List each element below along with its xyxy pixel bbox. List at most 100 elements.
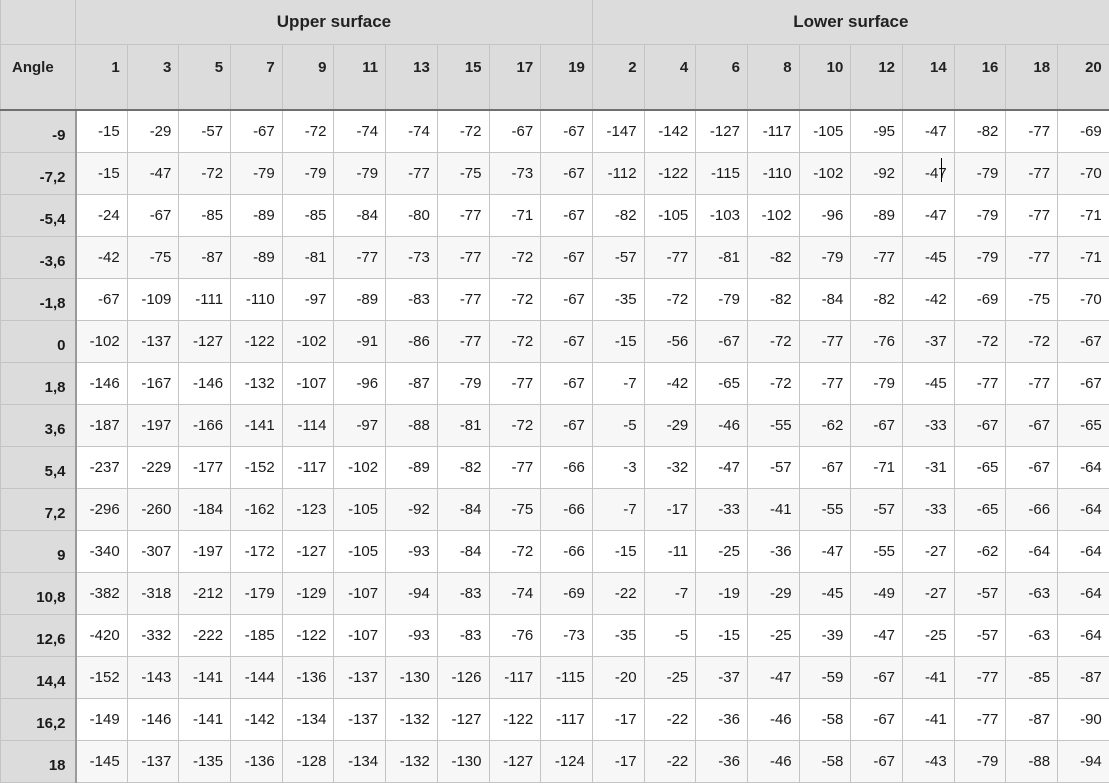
cell-upper[interactable]: -72 (281, 109, 335, 153)
row-header-angle[interactable]: 18 (0, 739, 77, 783)
cell-lower[interactable]: -7 (591, 487, 645, 531)
cell-lower[interactable]: -65 (953, 445, 1007, 489)
cell-upper[interactable]: -67 (540, 193, 593, 237)
lower-surface-header[interactable]: Lower surface (591, 0, 1109, 45)
cell-upper[interactable]: -71 (488, 193, 542, 237)
cell-lower[interactable]: -19 (695, 571, 748, 615)
cell-upper[interactable]: -382 (75, 571, 128, 615)
cell-lower[interactable]: -79 (953, 739, 1007, 783)
cell-upper[interactable]: -109 (126, 277, 180, 321)
cell-upper[interactable]: -57 (178, 109, 232, 153)
cell-lower[interactable]: -81 (695, 235, 748, 279)
cell-lower[interactable]: -79 (798, 235, 852, 279)
cell-upper[interactable]: -92 (385, 487, 438, 531)
cell-upper[interactable]: -117 (281, 445, 335, 489)
cell-upper[interactable]: -77 (436, 193, 490, 237)
cell-lower[interactable]: -22 (591, 571, 645, 615)
cell-lower[interactable]: -57 (953, 613, 1007, 657)
cell-upper[interactable]: -260 (126, 487, 180, 531)
cell-lower[interactable]: -47 (902, 193, 955, 237)
cell-lower[interactable]: -41 (902, 697, 955, 741)
cell-upper[interactable]: -146 (126, 697, 180, 741)
cell-upper[interactable]: -130 (385, 655, 438, 699)
cell-lower[interactable]: -5 (591, 403, 645, 447)
cell-lower[interactable]: -72 (746, 319, 800, 363)
angle-header[interactable]: Angle (0, 43, 76, 111)
cell-lower[interactable]: -62 (953, 529, 1007, 573)
cell-upper[interactable]: -79 (333, 151, 387, 195)
cell-upper[interactable]: -76 (488, 613, 542, 657)
cell-upper[interactable]: -67 (540, 319, 593, 363)
row-header-angle[interactable]: 3,6 (0, 403, 77, 447)
cell-lower[interactable]: -77 (1005, 193, 1059, 237)
cell-lower[interactable]: -39 (798, 613, 852, 657)
cell-upper[interactable]: -89 (230, 193, 283, 237)
cell-upper[interactable]: -47 (126, 151, 180, 195)
cell-upper[interactable]: -166 (178, 403, 232, 447)
cell-upper[interactable]: -72 (488, 529, 542, 573)
column-header-lower-10[interactable]: 10 (798, 43, 852, 111)
cell-lower[interactable]: -57 (953, 571, 1007, 615)
cell-lower[interactable]: -77 (953, 655, 1007, 699)
cell-lower[interactable]: -55 (746, 403, 800, 447)
row-header-angle[interactable]: -9 (0, 109, 77, 153)
row-header-angle[interactable]: 7,2 (0, 487, 77, 531)
cell-upper[interactable]: -141 (178, 655, 232, 699)
cell-lower[interactable]: -77 (798, 361, 852, 405)
cell-lower[interactable]: -77 (1005, 235, 1059, 279)
cell-upper[interactable]: -80 (385, 193, 438, 237)
cell-upper[interactable]: -69 (540, 571, 593, 615)
cell-upper[interactable]: -122 (230, 319, 283, 363)
cell-lower[interactable]: -72 (643, 277, 697, 321)
cell-lower[interactable]: -67 (1005, 403, 1059, 447)
cell-lower[interactable]: -41 (902, 655, 955, 699)
cell-upper[interactable]: -122 (488, 697, 542, 741)
column-header-upper-5[interactable]: 5 (178, 43, 232, 111)
cell-lower[interactable]: -33 (902, 403, 955, 447)
cell-upper[interactable]: -74 (488, 571, 542, 615)
column-header-upper-7[interactable]: 7 (230, 43, 283, 111)
cell-lower[interactable]: -70 (1057, 151, 1109, 195)
cell-upper[interactable]: -102 (333, 445, 387, 489)
row-header-angle[interactable]: 12,6 (0, 613, 77, 657)
cell-upper[interactable]: -77 (436, 319, 490, 363)
cell-lower[interactable]: -11 (643, 529, 697, 573)
cell-upper[interactable]: -15 (75, 151, 128, 195)
column-header-lower-6[interactable]: 6 (695, 43, 748, 111)
cell-lower[interactable]: -79 (953, 235, 1007, 279)
cell-lower[interactable]: -77 (1005, 151, 1059, 195)
cell-upper[interactable]: -340 (75, 529, 128, 573)
cell-upper[interactable]: -237 (75, 445, 128, 489)
cell-lower[interactable]: -82 (591, 193, 645, 237)
cell-upper[interactable]: -123 (281, 487, 335, 531)
cell-upper[interactable]: -91 (333, 319, 387, 363)
column-header-upper-9[interactable]: 9 (281, 43, 335, 111)
cell-upper[interactable]: -67 (540, 361, 593, 405)
cell-lower[interactable]: -117 (746, 109, 800, 153)
cell-upper[interactable]: -67 (488, 109, 542, 153)
cell-upper[interactable]: -141 (230, 403, 283, 447)
cell-upper[interactable]: -167 (126, 361, 180, 405)
cell-upper[interactable]: -142 (230, 697, 283, 741)
cell-lower[interactable]: -75 (1005, 277, 1059, 321)
cell-lower[interactable]: -36 (746, 529, 800, 573)
cell-upper[interactable]: -184 (178, 487, 232, 531)
cell-lower[interactable]: -22 (643, 697, 697, 741)
cell-lower[interactable]: -67 (1057, 319, 1109, 363)
cell-upper[interactable]: -318 (126, 571, 180, 615)
cell-lower[interactable]: -57 (850, 487, 904, 531)
cell-lower[interactable]: -65 (695, 361, 748, 405)
cell-upper[interactable]: -130 (436, 739, 490, 783)
cell-upper[interactable]: -79 (230, 151, 283, 195)
row-header-angle[interactable]: 9 (0, 529, 77, 573)
cell-upper[interactable]: -79 (281, 151, 335, 195)
cell-lower[interactable]: -77 (1005, 109, 1059, 153)
cell-lower[interactable]: -25 (746, 613, 800, 657)
column-header-upper-11[interactable]: 11 (333, 43, 387, 111)
cell-upper[interactable]: -88 (385, 403, 438, 447)
cell-upper[interactable]: -77 (385, 151, 438, 195)
cell-lower[interactable]: -32 (643, 445, 697, 489)
cell-lower[interactable]: -103 (695, 193, 748, 237)
cell-upper[interactable]: -110 (230, 277, 283, 321)
cell-upper[interactable]: -132 (385, 739, 438, 783)
